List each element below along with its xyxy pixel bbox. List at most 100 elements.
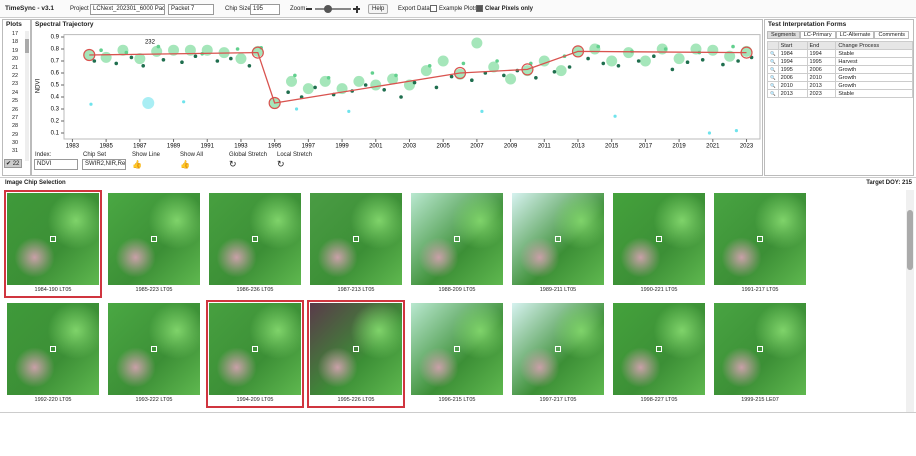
show-line-button[interactable]: 👍 [132, 160, 142, 169]
plot-item[interactable]: 26 [12, 106, 19, 113]
current-plot[interactable]: ✔ 22 [4, 159, 22, 168]
image-chip[interactable]: 1988-209 LT05 [408, 190, 506, 298]
segment-row[interactable]: 🔍 2006 2010 Growth [767, 73, 913, 82]
scrollbar[interactable] [25, 31, 29, 161]
image-chip[interactable]: 1984-190 LT05 [4, 190, 102, 298]
image-chip[interactable]: 1987-213 LT05 [307, 190, 405, 298]
show-all-button[interactable]: 👍 [180, 160, 190, 169]
annual-points [353, 75, 365, 87]
dark-points [161, 58, 166, 62]
image-chip[interactable]: 1989-211 LT05 [509, 190, 607, 298]
segments-table: Start End Change Process 🔍 1984 1994 Stable 🔍 19… [767, 41, 913, 98]
x-tick-label: 2005 [436, 144, 450, 150]
x-tick-label: 1995 [268, 144, 282, 150]
index-select[interactable]: NDVI [34, 159, 78, 170]
image-chip[interactable]: 1992-220 LT05 [4, 300, 102, 408]
x-tick-label: 1999 [335, 144, 349, 150]
cell: 2010 [806, 73, 837, 82]
dark-points [193, 54, 198, 58]
image-chip[interactable]: 1995-226 LT05 [307, 300, 405, 408]
image-chip[interactable]: 1998-227 LT05 [610, 300, 708, 408]
zoom-icon[interactable]: 🔍 [767, 57, 779, 66]
chip-image [7, 193, 99, 285]
image-chip[interactable]: 1986-236 LT05 [206, 190, 304, 298]
image-chip[interactable]: 1994-209 LT05 [206, 300, 304, 408]
plots-title: Plots [6, 21, 22, 28]
plot-item[interactable]: 25 [12, 98, 19, 105]
annual-points [724, 50, 736, 62]
segment-row[interactable]: 🔍 1994 1995 Harvest [767, 57, 913, 66]
local-stretch-button[interactable]: ↻ [277, 159, 285, 169]
vertex[interactable] [740, 46, 753, 59]
global-stretch-button[interactable]: ↻ [229, 159, 237, 169]
outlier-points [734, 129, 739, 133]
image-chip[interactable]: 1993-222 LT05 [105, 300, 203, 408]
dark-points [652, 54, 656, 58]
segment-row[interactable]: 🔍 1984 1994 Stable [767, 49, 913, 58]
project-select[interactable]: LCNext_202301_6000 Packet [90, 4, 165, 15]
cell: Growth [835, 73, 913, 82]
tab[interactable]: Comments [874, 31, 910, 39]
forms-panel: Test Interpretation Forms Segments LC-Pri… [764, 19, 914, 176]
image-chip[interactable]: 1991-217 LT05 [711, 190, 809, 298]
vertex[interactable] [571, 45, 585, 58]
image-chip[interactable]: 1985-223 LT05 [105, 190, 203, 298]
segment-row[interactable]: 🔍 1995 2006 Growth [767, 65, 913, 74]
zoom-icon[interactable]: 🔍 [767, 65, 779, 74]
chipset-select[interactable]: SWIR2,NIR,Red [82, 159, 126, 170]
chip-label: 1992-220 LT05 [34, 397, 72, 403]
zoom-icon[interactable]: 🔍 [767, 49, 779, 58]
clear-checkbox[interactable] [476, 5, 483, 12]
chip-scrollbar[interactable] [906, 190, 914, 412]
tab[interactable]: Segments [767, 31, 800, 39]
tab[interactable]: LC-Alternate [835, 31, 875, 39]
plot-item[interactable]: 24 [12, 89, 19, 96]
zoom-icon[interactable]: 🔍 [767, 89, 779, 98]
annual-points [639, 55, 651, 67]
chip-size-input[interactable]: 195 [250, 4, 280, 15]
zoom-icon[interactable]: 🔍 [767, 81, 779, 90]
x-tick-label: 2001 [369, 144, 383, 150]
image-chip[interactable]: 1997-217 LT05 [509, 300, 607, 408]
chip-center [252, 346, 258, 352]
packet-select[interactable]: Packet 7 [168, 4, 214, 15]
image-chip[interactable]: 1990-221 LT05 [610, 190, 708, 298]
image-chip[interactable]: 1999-215 LE07 [711, 300, 809, 408]
help-button[interactable]: Help [368, 4, 389, 14]
cell: 1995 [806, 57, 837, 66]
current-plot-id: 22 [12, 161, 20, 167]
plot-item[interactable]: 29 [12, 131, 19, 138]
plot-item[interactable]: 21 [12, 64, 19, 71]
vertex[interactable] [251, 46, 264, 59]
plot-item[interactable]: 23 [12, 81, 19, 88]
vertex[interactable] [521, 63, 534, 76]
zoom-slider[interactable] [306, 4, 360, 14]
image-chip[interactable]: 1996-215 LT05 [408, 300, 506, 408]
plot-item[interactable]: 22 [12, 72, 19, 79]
example-checkbox[interactable] [430, 5, 437, 12]
vertex[interactable] [453, 66, 467, 80]
plot-item[interactable]: 30 [12, 140, 19, 147]
annual-points [370, 79, 382, 91]
chip-grid: 1984-190 LT05 1985-223 LT05 1986-236 LT05 1… [0, 190, 905, 412]
plot-item[interactable]: 17 [12, 31, 19, 37]
plot-item[interactable]: 27 [12, 114, 19, 121]
plot-item[interactable]: 18 [12, 39, 19, 46]
plot-item[interactable]: 20 [12, 56, 19, 63]
chip-image [108, 303, 200, 395]
tab[interactable]: LC-Primary [799, 31, 836, 39]
export-link[interactable]: Export Data [398, 6, 430, 12]
plot-item[interactable]: 28 [12, 123, 19, 130]
segment-row[interactable]: 🔍 2013 2023 Stable [767, 89, 913, 98]
vertex[interactable] [83, 48, 96, 62]
annual-points [134, 53, 146, 65]
plot-item[interactable]: 31 [12, 148, 19, 155]
plot-item[interactable]: 19 [12, 47, 19, 54]
vertex[interactable] [268, 96, 281, 110]
zoom-icon[interactable]: 🔍 [767, 73, 779, 82]
project-label: Project [70, 6, 89, 12]
y-tick-label: 0.3 [51, 107, 60, 113]
segment-row[interactable]: 🔍 2010 2013 Growth [767, 81, 913, 90]
dark-points [114, 61, 119, 66]
